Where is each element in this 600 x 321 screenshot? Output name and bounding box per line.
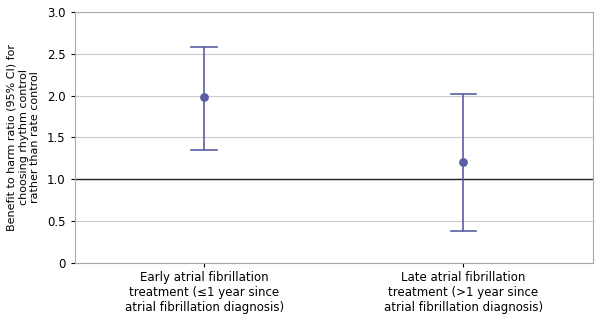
Y-axis label: Benefit to harm ratio (95% CI) for
choosing rhythm control
rather than rate cont: Benefit to harm ratio (95% CI) for choos…	[7, 44, 40, 231]
Point	[200, 95, 209, 100]
Point	[458, 160, 468, 165]
